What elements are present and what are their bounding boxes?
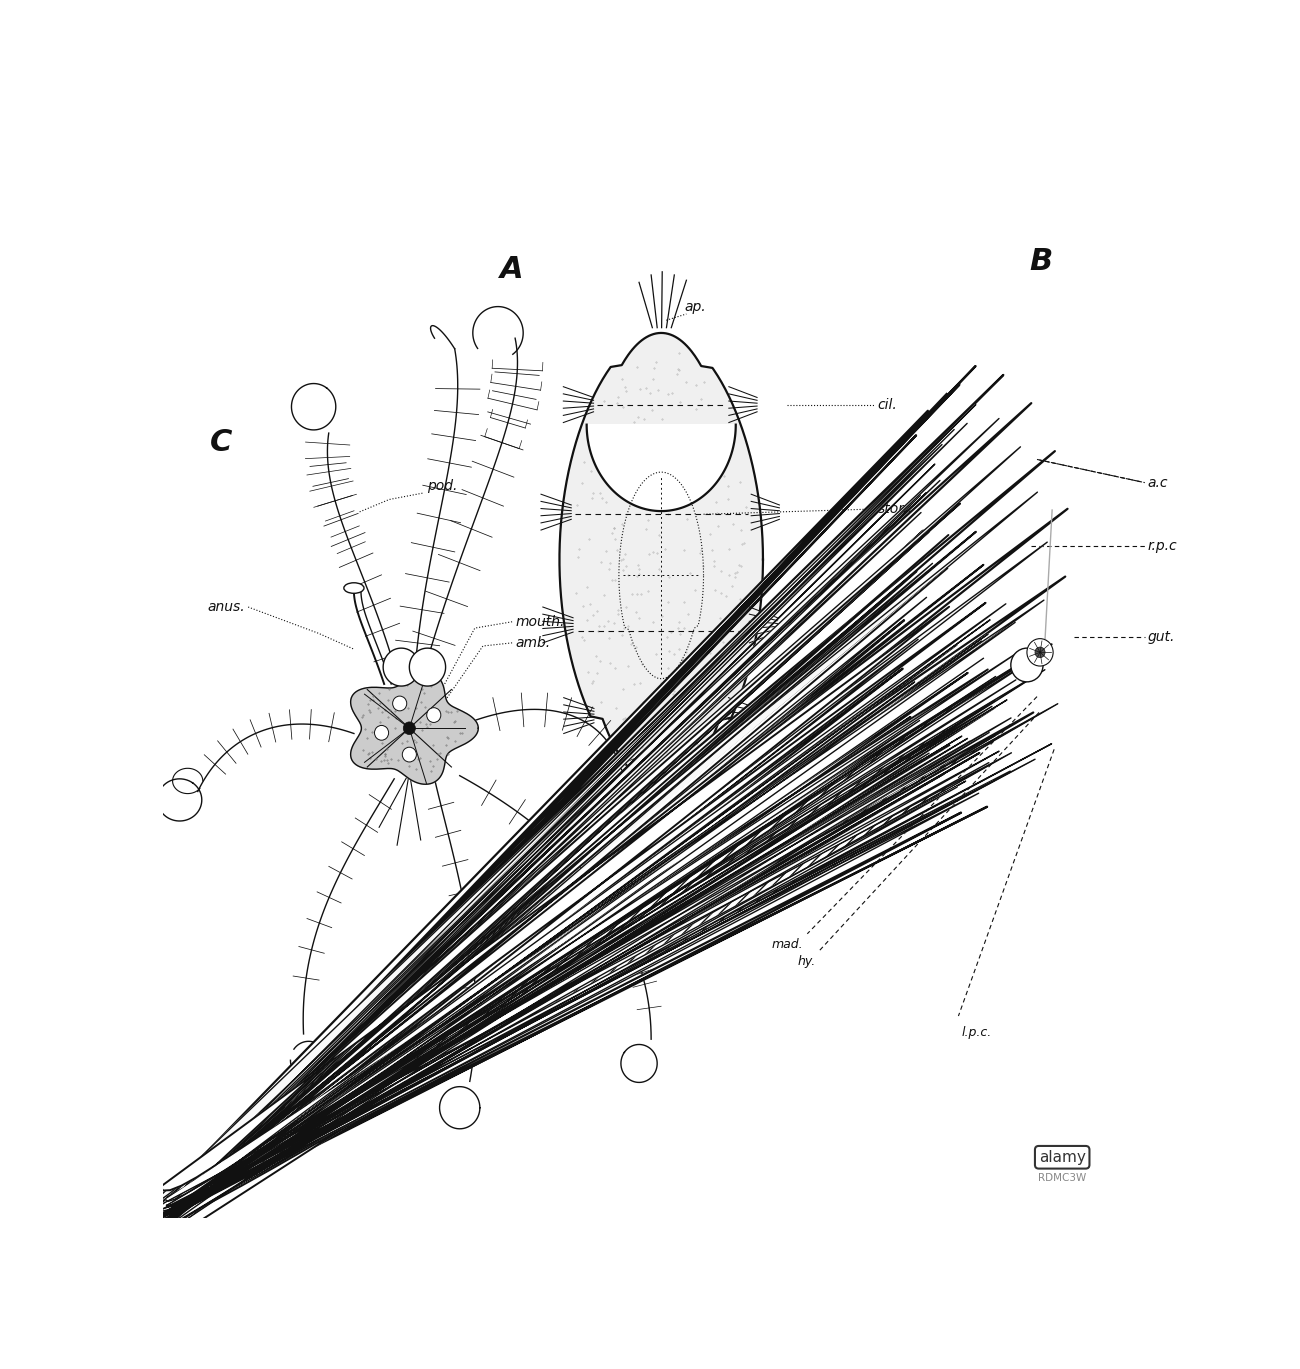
Polygon shape bbox=[152, 366, 1067, 1235]
Circle shape bbox=[393, 695, 407, 711]
Polygon shape bbox=[157, 504, 994, 1247]
Circle shape bbox=[1027, 638, 1053, 667]
Text: A: A bbox=[500, 255, 524, 285]
Polygon shape bbox=[586, 424, 736, 511]
Polygon shape bbox=[153, 732, 998, 1228]
Text: C: C bbox=[209, 428, 233, 457]
Ellipse shape bbox=[343, 583, 364, 593]
Text: hy.: hy. bbox=[797, 956, 815, 968]
Polygon shape bbox=[150, 661, 1058, 1232]
Text: B: B bbox=[1028, 246, 1052, 275]
Text: pod.: pod. bbox=[428, 479, 458, 493]
Circle shape bbox=[403, 721, 416, 735]
Circle shape bbox=[374, 726, 389, 741]
Polygon shape bbox=[155, 405, 1048, 1232]
Text: r.p.c: r.p.c bbox=[1148, 539, 1178, 553]
Circle shape bbox=[426, 708, 441, 723]
Text: amb.: amb. bbox=[515, 635, 550, 650]
Text: cil.: cil. bbox=[878, 397, 897, 412]
Polygon shape bbox=[384, 648, 420, 686]
Text: mad.: mad. bbox=[772, 938, 803, 951]
Text: gut.: gut. bbox=[1148, 630, 1175, 643]
Text: ap.: ap. bbox=[684, 300, 706, 314]
Circle shape bbox=[1035, 648, 1045, 657]
Text: l.p.c.: l.p.c. bbox=[962, 1025, 992, 1039]
Polygon shape bbox=[351, 672, 478, 784]
Polygon shape bbox=[410, 648, 446, 686]
Text: mouth.: mouth. bbox=[515, 615, 564, 628]
Text: a.c: a.c bbox=[1148, 475, 1169, 490]
Circle shape bbox=[402, 747, 416, 763]
Text: stom.: stom. bbox=[878, 502, 916, 516]
Text: RDMC3W: RDMC3W bbox=[1039, 1173, 1087, 1183]
Text: anus.: anus. bbox=[208, 600, 246, 615]
Polygon shape bbox=[156, 604, 1020, 1229]
Circle shape bbox=[1011, 648, 1043, 682]
Text: alamy: alamy bbox=[1039, 1150, 1086, 1165]
Polygon shape bbox=[559, 333, 763, 786]
